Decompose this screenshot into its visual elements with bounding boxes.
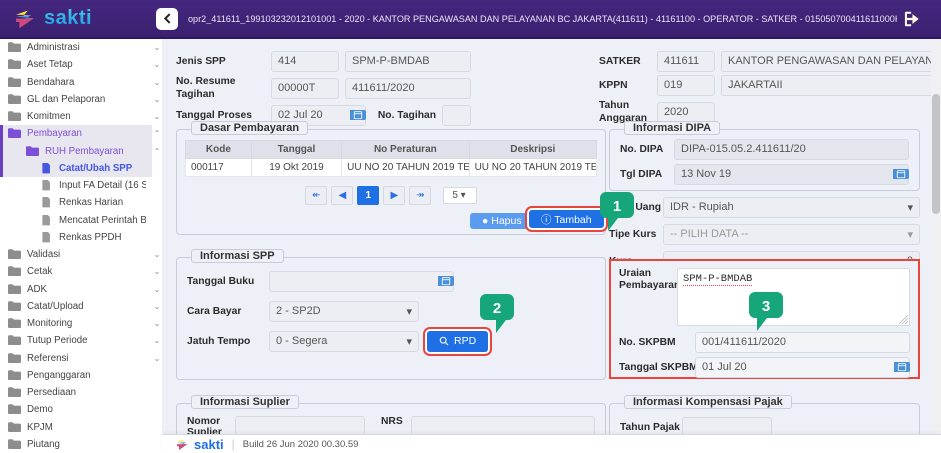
svg-text:2: 2	[493, 300, 501, 317]
svg-text:1: 1	[613, 198, 621, 215]
svg-text:3: 3	[762, 298, 770, 315]
